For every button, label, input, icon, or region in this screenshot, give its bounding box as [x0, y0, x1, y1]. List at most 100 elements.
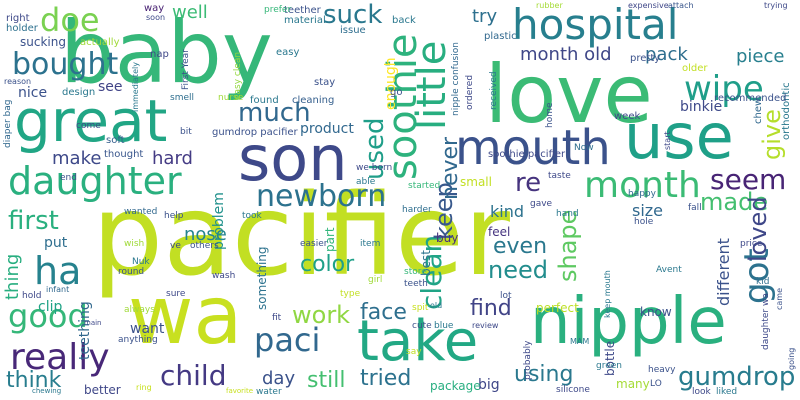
- word-baby: baby: [60, 3, 273, 103]
- word-take: take: [357, 309, 479, 374]
- word-price: price: [740, 239, 763, 249]
- word-attach: attach: [668, 1, 694, 10]
- word-took: took: [242, 211, 262, 221]
- word-diaper-bag: diaper bag: [3, 99, 13, 148]
- word-lo: LO: [650, 379, 662, 389]
- word-still: still: [307, 368, 346, 393]
- word-blue: blue: [434, 321, 454, 331]
- word-holder: holder: [6, 23, 38, 34]
- word-see: see: [98, 79, 123, 95]
- word-many: many: [616, 377, 650, 391]
- word-even: even: [493, 234, 548, 259]
- word-others: others: [190, 241, 219, 251]
- word-anything: anything: [118, 335, 158, 345]
- word-water: water: [256, 387, 282, 397]
- word-package: package: [430, 379, 481, 393]
- word-ha: ha: [34, 249, 82, 293]
- word-never: never: [438, 136, 463, 200]
- word-now: Now: [574, 143, 594, 153]
- word-first-year: First Year: [181, 49, 191, 90]
- word-fit: fit: [272, 313, 282, 323]
- word-kind: kind: [490, 202, 525, 221]
- word-infant: infant: [46, 285, 70, 294]
- word-better: better: [84, 383, 121, 397]
- word-something: something: [255, 246, 269, 310]
- word-made: made: [700, 188, 769, 216]
- word-know: know: [640, 305, 672, 319]
- word-wipe: wipe: [684, 69, 764, 109]
- word-suck: suck: [323, 0, 383, 30]
- word-fall: fall: [688, 203, 702, 213]
- word-hold: hold: [22, 291, 42, 301]
- word-back: back: [392, 15, 416, 26]
- word-way: way: [144, 3, 165, 14]
- word-kid: kid: [756, 277, 770, 287]
- word-easy: easy: [276, 47, 300, 58]
- word-spit: spit: [412, 303, 429, 313]
- word-want: want: [130, 321, 165, 337]
- word-harder: harder: [402, 205, 432, 215]
- word-look: look: [692, 387, 711, 397]
- word-expensive: expensive: [628, 1, 669, 10]
- word-different: different: [714, 238, 733, 306]
- word-immediately: immediately: [131, 62, 140, 112]
- word-face: face: [360, 300, 407, 325]
- word-actually: actually: [80, 37, 120, 48]
- word-much: much: [238, 98, 311, 128]
- word-orthodontic: orthodontic: [781, 82, 792, 140]
- word-girl: girl: [368, 275, 383, 285]
- word-say: say: [406, 347, 422, 357]
- word-soft: soft: [106, 135, 125, 146]
- word-really: really: [10, 337, 110, 378]
- word-great: great: [14, 87, 168, 155]
- word-cleaning: cleaning: [292, 95, 335, 106]
- word-home: home: [545, 102, 555, 128]
- word-nipple-confusion: nipple confusion: [451, 42, 461, 116]
- word-gave: gave: [530, 199, 553, 209]
- word-end: end: [60, 173, 77, 183]
- word-prefer: prefer: [264, 5, 292, 15]
- word-loved: loved: [744, 196, 772, 262]
- word-go: go: [390, 87, 403, 98]
- word-hole: hole: [634, 217, 654, 227]
- word-wanted: wanted: [124, 207, 158, 217]
- word-round: round: [118, 267, 145, 277]
- word-son: son: [238, 122, 348, 195]
- word-we-born: we born: [356, 163, 393, 173]
- word-month: month: [584, 165, 701, 206]
- word-good: good: [8, 297, 88, 335]
- word-love: love: [485, 48, 653, 141]
- word-teether: teether: [284, 5, 321, 16]
- word-mam: MAM: [570, 337, 590, 346]
- word-pack: pack: [645, 44, 688, 65]
- word-seem: seem: [710, 163, 787, 196]
- word-chewing: chewing: [32, 387, 62, 395]
- word-teeth: teeth: [404, 279, 428, 289]
- word-work: work: [292, 301, 351, 329]
- word-right: right: [6, 13, 30, 24]
- word-issue: issue: [340, 25, 366, 36]
- word-clip: clip: [38, 299, 63, 315]
- word-silicone: silicone: [556, 385, 590, 395]
- word-put: put: [44, 235, 68, 251]
- word-gumdrop: gumdrop: [678, 362, 796, 392]
- word-material: material: [284, 15, 326, 26]
- word-keep-mouth: keep mouth: [603, 270, 612, 318]
- word-month-old: month old: [520, 44, 612, 65]
- word-sucking: sucking: [20, 35, 66, 49]
- word-ordered: ordered: [465, 74, 475, 110]
- word-nuk: Nuk: [132, 257, 150, 267]
- word-wash: wash: [212, 271, 236, 281]
- word-thought: thought: [104, 149, 144, 160]
- word-little: little: [409, 40, 455, 130]
- word-found: found: [250, 95, 279, 106]
- word-smell: smell: [170, 93, 194, 103]
- word-main: main: [84, 319, 102, 327]
- word-pretty: pretty: [630, 53, 661, 64]
- word-come: come: [76, 121, 101, 131]
- word-wa: wa: [128, 269, 243, 362]
- word-review: review: [472, 321, 499, 330]
- word-nipple: nipple: [530, 285, 727, 359]
- word-help: help: [164, 211, 184, 221]
- word-easier: easier: [300, 239, 328, 249]
